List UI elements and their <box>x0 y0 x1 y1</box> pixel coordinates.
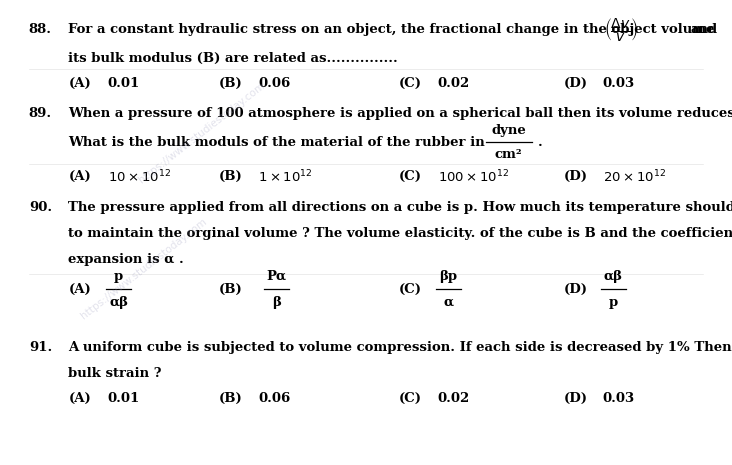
Text: $\left(\dfrac{\Delta v}{v}\right)$: $\left(\dfrac{\Delta v}{v}\right)$ <box>604 16 638 43</box>
Text: https://www.studiestoday.com: https://www.studiestoday.com <box>136 80 266 185</box>
Text: https://www.studiestoday.com: https://www.studiestoday.com <box>79 217 209 321</box>
Text: βp: βp <box>439 270 458 283</box>
Text: 90.: 90. <box>29 201 52 214</box>
Text: αβ: αβ <box>109 296 128 309</box>
Text: 0.01: 0.01 <box>108 77 140 90</box>
Text: its bulk modulus (B) are related as...............: its bulk modulus (B) are related as.....… <box>68 52 398 65</box>
Text: 91.: 91. <box>29 341 52 354</box>
Text: What is the bulk moduls of the material of the rubber in: What is the bulk moduls of the material … <box>68 136 485 149</box>
Text: 88.: 88. <box>29 23 52 36</box>
Text: (C): (C) <box>398 77 422 90</box>
Text: (B): (B) <box>219 170 243 183</box>
Text: (C): (C) <box>398 170 422 183</box>
Text: (D): (D) <box>564 283 587 296</box>
Text: (A): (A) <box>68 170 91 183</box>
Text: For a constant hydraulic stress on an object, the fractional change in the objec: For a constant hydraulic stress on an ob… <box>68 23 714 36</box>
Text: A uniform cube is subjected to volume compression. If each side is decreased by : A uniform cube is subjected to volume co… <box>68 341 732 354</box>
Text: 0.06: 0.06 <box>258 392 291 405</box>
Text: α: α <box>444 296 454 309</box>
Text: $10 \times 10^{12}$: $10 \times 10^{12}$ <box>108 169 171 185</box>
Text: dyne: dyne <box>491 124 526 137</box>
Text: (A): (A) <box>68 392 91 405</box>
Text: 0.03: 0.03 <box>602 392 635 405</box>
Text: αβ: αβ <box>604 270 623 283</box>
Text: and: and <box>690 23 717 36</box>
Text: 0.03: 0.03 <box>602 77 635 90</box>
Text: bulk strain ?: bulk strain ? <box>68 367 162 380</box>
Text: $100 \times 10^{12}$: $100 \times 10^{12}$ <box>438 169 509 185</box>
Text: p: p <box>609 296 618 309</box>
Text: β: β <box>272 296 281 309</box>
Text: (B): (B) <box>219 77 243 90</box>
Text: Pα: Pα <box>266 270 286 283</box>
Text: When a pressure of 100 atmosphere is applied on a spherical ball then its volume: When a pressure of 100 atmosphere is app… <box>68 106 732 120</box>
Text: (D): (D) <box>564 170 587 183</box>
Text: 89.: 89. <box>29 106 52 120</box>
Text: (D): (D) <box>564 77 587 90</box>
Text: .: . <box>538 136 543 149</box>
Text: (C): (C) <box>398 392 422 405</box>
Text: 0.02: 0.02 <box>438 392 470 405</box>
Text: (A): (A) <box>68 77 91 90</box>
Text: $1 \times 10^{12}$: $1 \times 10^{12}$ <box>258 169 313 185</box>
Text: (C): (C) <box>398 283 422 296</box>
Text: The pressure applied from all directions on a cube is p. How much its temperatur: The pressure applied from all directions… <box>68 201 732 214</box>
Text: to maintain the orginal volume ? The volume elasticity. of the cube is B and the: to maintain the orginal volume ? The vol… <box>68 227 732 240</box>
Text: 0.01: 0.01 <box>108 392 140 405</box>
Text: $20 \times 10^{12}$: $20 \times 10^{12}$ <box>602 169 665 185</box>
Text: (B): (B) <box>219 283 243 296</box>
Text: (B): (B) <box>219 392 243 405</box>
Text: (A): (A) <box>68 283 91 296</box>
Text: p: p <box>114 270 123 283</box>
Text: cm²: cm² <box>495 147 523 160</box>
Text: expansion is α .: expansion is α . <box>68 253 184 266</box>
Text: (D): (D) <box>564 392 587 405</box>
Text: 0.02: 0.02 <box>438 77 470 90</box>
Text: 0.06: 0.06 <box>258 77 291 90</box>
